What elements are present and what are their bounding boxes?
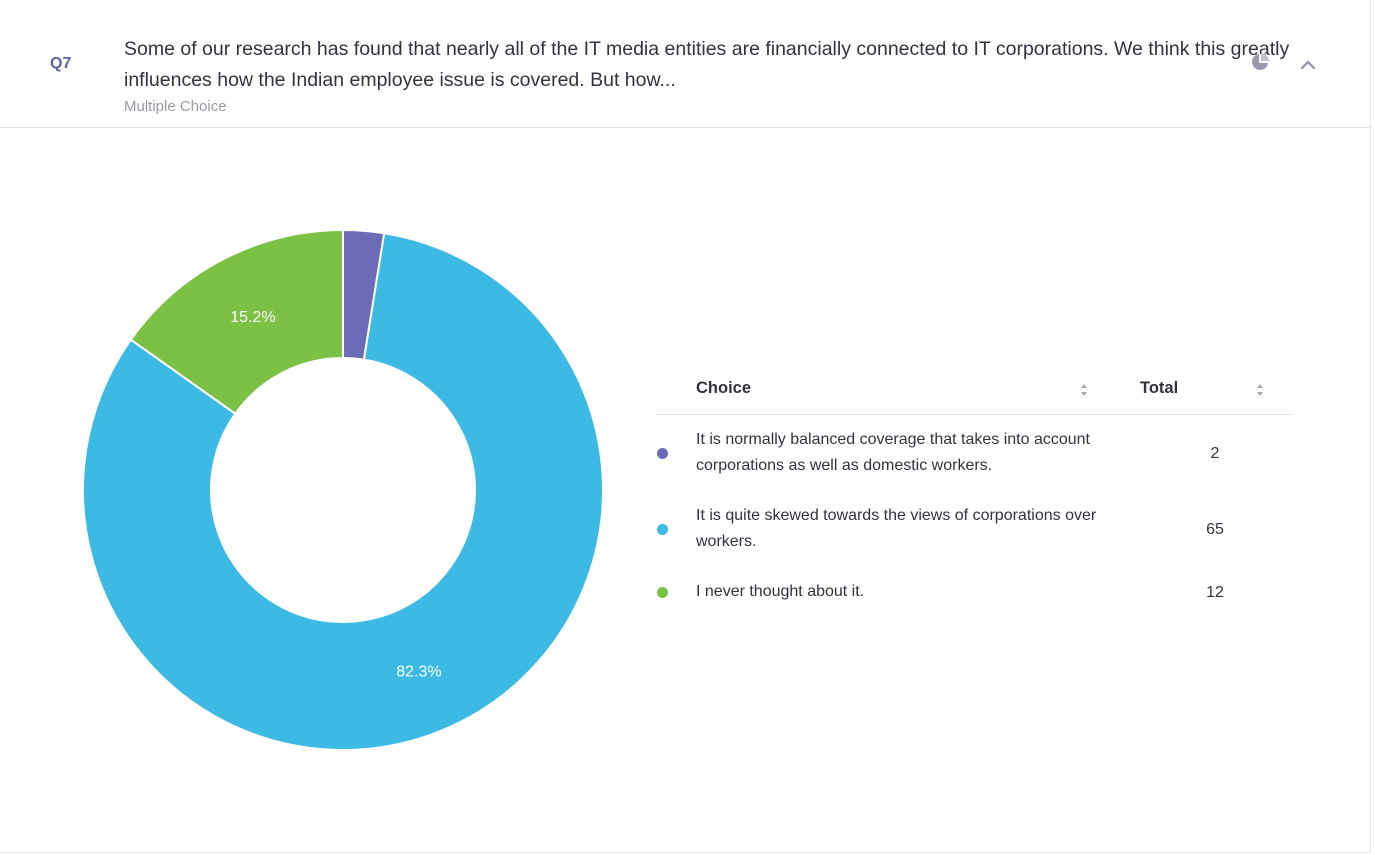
choice-text: It is normally balanced coverage that ta…: [696, 431, 1090, 474]
column-header-total[interactable]: Total: [1140, 379, 1179, 397]
legend-dot: [657, 448, 668, 459]
pie-chart-icon[interactable]: [1250, 52, 1270, 72]
chevron-up-icon[interactable]: [1299, 57, 1317, 71]
total-value: 2: [1210, 445, 1220, 462]
table-header: Choice Total: [656, 365, 1292, 415]
legend-dot: [657, 524, 668, 535]
choice-text: It is quite skewed towards the views of …: [696, 507, 1097, 550]
results-table: Choice Total It is normally balanced cov…: [656, 365, 1292, 617]
question-text: Some of our research has found that near…: [124, 38, 1290, 91]
choice-text: I never thought about it.: [696, 583, 865, 600]
donut-chart: 82.3% 15.2%: [82, 228, 604, 751]
table-row: It is quite skewed towards the views of …: [656, 491, 1292, 567]
sort-icon[interactable]: [1080, 382, 1088, 398]
table-row: I never thought about it. 12: [656, 567, 1292, 617]
question-type: Multiple Choice: [124, 98, 227, 115]
table-row: It is normally balanced coverage that ta…: [656, 415, 1292, 491]
total-value: 65: [1206, 521, 1224, 538]
column-header-choice[interactable]: Choice: [696, 379, 752, 397]
slice-data-label: 82.3%: [396, 664, 441, 681]
total-value: 12: [1206, 584, 1224, 601]
question-number: Q7: [50, 55, 72, 72]
donut-slice[interactable]: [82, 232, 604, 751]
legend-dot: [657, 587, 668, 598]
slice-data-label: 15.2%: [230, 309, 275, 326]
donut-slice[interactable]: [129, 228, 344, 416]
sort-icon[interactable]: [1256, 382, 1264, 398]
question-header: Q7 Some of our research has found that n…: [0, 0, 1371, 128]
